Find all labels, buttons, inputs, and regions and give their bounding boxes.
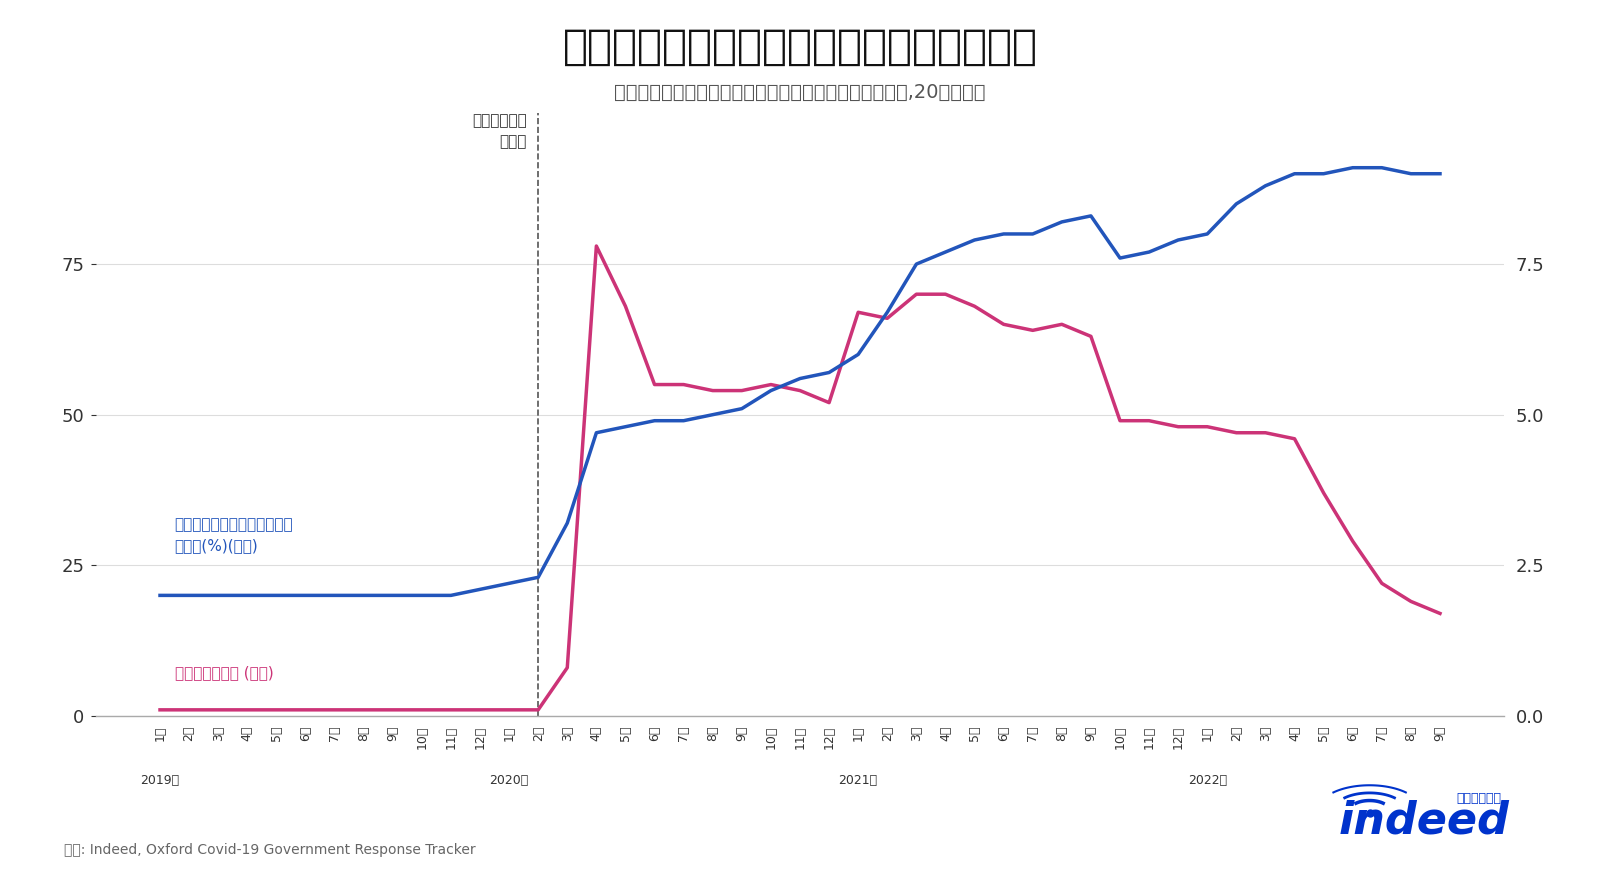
Text: 2019年: 2019年 (141, 774, 179, 787)
Text: 2020年: 2020年 (490, 774, 528, 787)
Text: 2022年: 2022年 (1187, 774, 1227, 787)
Text: インディード: インディード (1456, 793, 1501, 805)
Text: 政府の規制がリモートワークのきっかけに: 政府の規制がリモートワークのきっかけに (563, 26, 1037, 68)
Text: indeed: indeed (1339, 800, 1509, 842)
Text: リモートワーク可能な求人の
シェア(%)(右軸): リモートワーク可能な求人の シェア(%)(右軸) (174, 517, 293, 553)
Text: リモートワーク可能な求人の割合と政府による規制指数,20カ国平均: リモートワーク可能な求人の割合と政府による規制指数,20カ国平均 (614, 83, 986, 102)
Text: 2021年: 2021年 (838, 774, 878, 787)
Text: パンデミック
開始時: パンデミック 開始時 (472, 113, 526, 149)
Text: 出所: Indeed, Oxford Covid-19 Government Response Tracker: 出所: Indeed, Oxford Covid-19 Government R… (64, 843, 475, 857)
Text: 政府の規制指数 (左軸): 政府の規制指数 (左軸) (174, 664, 274, 680)
